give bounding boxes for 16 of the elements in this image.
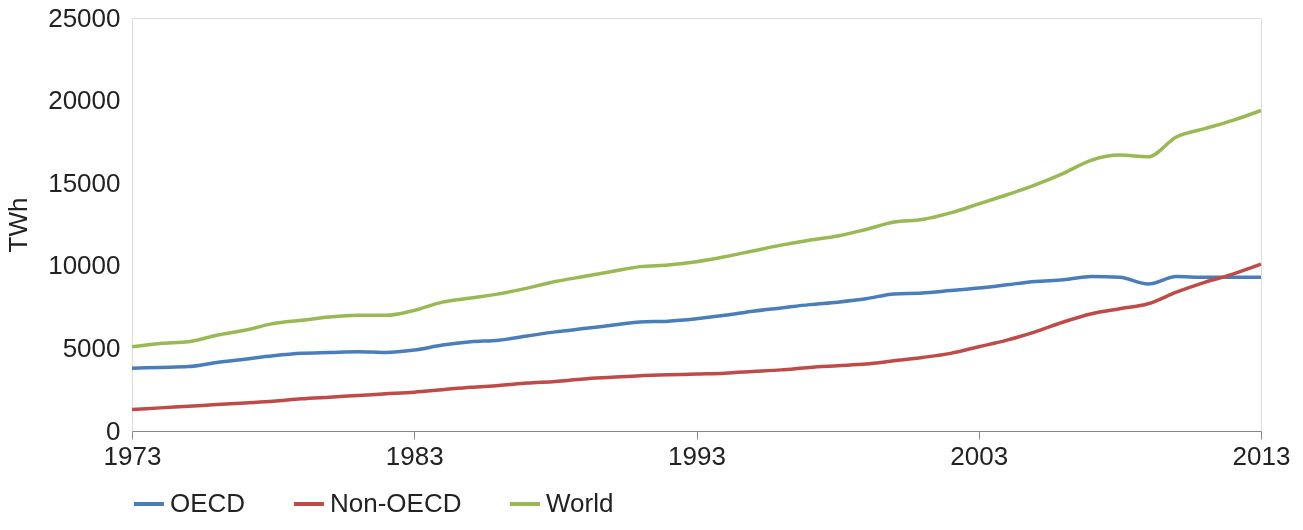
line-series	[130, 262, 1263, 412]
y-axis-title: TWh	[3, 197, 34, 253]
legend-label: OECD	[170, 488, 246, 518]
line-series	[130, 274, 1263, 370]
y-tick-label: 25000	[48, 2, 121, 33]
line-series	[130, 108, 1263, 349]
legend-label: Non-OECD	[330, 488, 462, 518]
y-tick-label: 5000	[62, 332, 121, 363]
x-tick-label: 2003	[950, 440, 1009, 471]
x-tick-label: 1983	[385, 440, 444, 471]
x-tick-label: 2013	[1232, 440, 1291, 471]
y-tick-label: 10000	[48, 250, 121, 281]
legend-label: World	[546, 488, 614, 518]
y-tick-label: 15000	[48, 167, 121, 198]
x-tick-label: 1993	[668, 440, 726, 471]
y-tick-label: 20000	[48, 85, 121, 116]
